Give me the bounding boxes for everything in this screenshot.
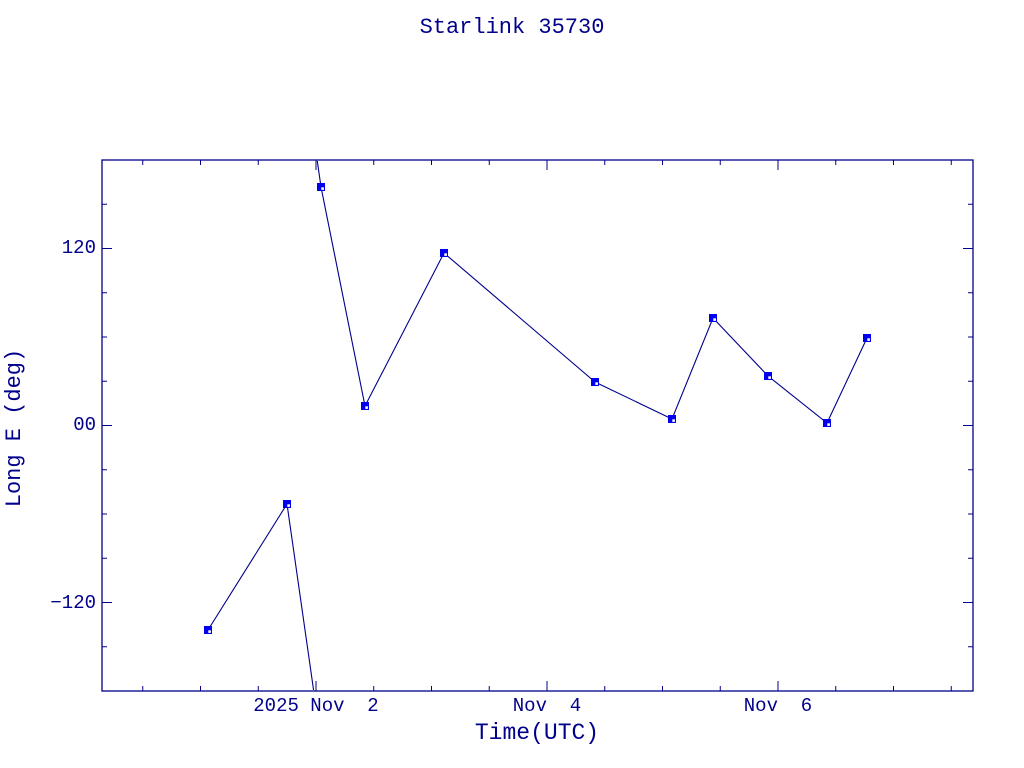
svg-text:Nov 6: Nov 6 [744, 695, 812, 717]
svg-text:00: 00 [73, 414, 96, 436]
svg-text:−120: −120 [50, 592, 96, 614]
svg-text:Long E (deg): Long E (deg) [2, 349, 27, 507]
svg-text:120: 120 [62, 237, 96, 259]
svg-text:Time(UTC): Time(UTC) [475, 720, 599, 746]
svg-text:Starlink 35730: Starlink 35730 [420, 15, 605, 40]
svg-text:Nov 4: Nov 4 [513, 695, 581, 717]
svg-text:2025 Nov 2: 2025 Nov 2 [253, 695, 378, 717]
